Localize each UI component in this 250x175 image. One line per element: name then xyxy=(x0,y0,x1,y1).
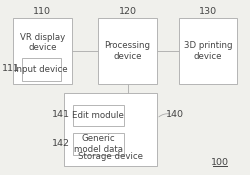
Text: 3D printing
device: 3D printing device xyxy=(184,41,232,61)
Text: 110: 110 xyxy=(33,8,51,16)
Bar xyxy=(73,105,124,126)
Text: Input device: Input device xyxy=(14,65,68,74)
Bar xyxy=(179,18,237,84)
Bar xyxy=(73,133,124,155)
Text: 141: 141 xyxy=(52,110,70,119)
Bar xyxy=(13,18,72,84)
Text: Generic
model data: Generic model data xyxy=(74,134,123,154)
Text: Edit module: Edit module xyxy=(72,111,124,120)
Text: 120: 120 xyxy=(118,8,136,16)
Bar xyxy=(64,93,157,166)
Bar xyxy=(22,58,60,80)
Text: 142: 142 xyxy=(52,139,70,148)
Text: 100: 100 xyxy=(211,158,229,167)
Text: 111: 111 xyxy=(2,64,20,73)
Text: Storage device: Storage device xyxy=(78,152,143,162)
Text: Processing
device: Processing device xyxy=(104,41,150,61)
Text: 140: 140 xyxy=(166,110,184,119)
Text: 130: 130 xyxy=(199,8,217,16)
Text: VR display
device: VR display device xyxy=(20,33,65,52)
Bar xyxy=(98,18,157,84)
